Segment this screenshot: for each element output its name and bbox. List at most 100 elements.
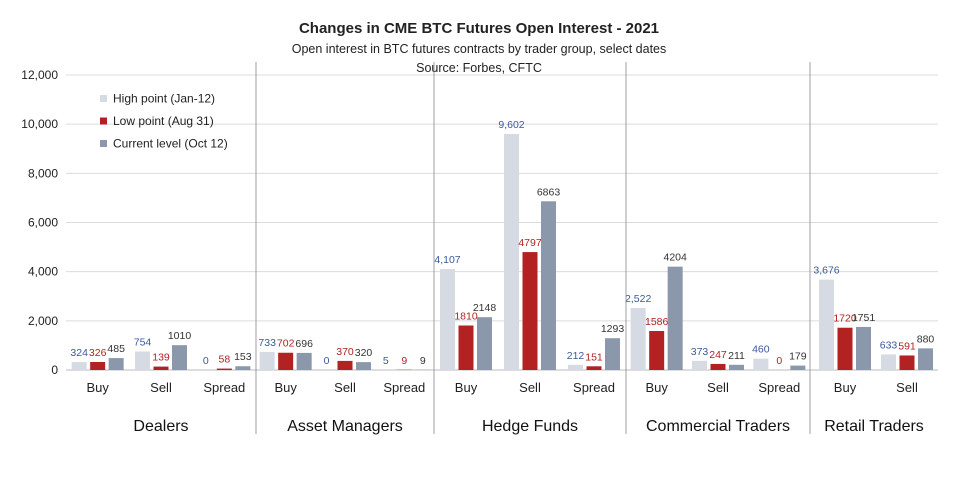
legend-swatch-high [100, 95, 107, 102]
y-tick-label: 10,000 [21, 117, 58, 131]
data-label-high: 460 [752, 344, 770, 356]
bar-low [899, 355, 915, 370]
data-label-low: 4797 [518, 237, 542, 249]
y-tick-label: 4,000 [28, 265, 58, 279]
x-category-label: Buy [645, 380, 668, 395]
x-category-label: Sell [334, 380, 356, 395]
bar-low [337, 360, 353, 370]
bar-high [135, 351, 150, 370]
bar-current [296, 352, 312, 370]
data-label-current: 179 [789, 351, 807, 363]
bar-low [153, 366, 169, 370]
bar-low [458, 325, 474, 370]
bar-current [235, 366, 251, 370]
bar-high [71, 362, 87, 370]
x-category-label: Buy [274, 380, 297, 395]
data-label-low: 702 [277, 338, 295, 350]
data-label-high: 212 [567, 350, 585, 362]
chart-title: Changes in CME BTC Futures Open Interest… [298, 20, 660, 37]
data-label-high: 5 [383, 355, 389, 367]
data-label-high: 4,107 [434, 254, 460, 266]
data-label-high: 373 [691, 346, 709, 358]
x-category-label: Sell [707, 380, 729, 395]
data-label-low: 1810 [454, 311, 478, 323]
y-tick-label: 12,000 [21, 68, 58, 82]
x-category-label: Spread [383, 380, 425, 395]
data-label-high: 324 [70, 347, 88, 359]
data-label-high: 0 [324, 355, 330, 367]
bar-current [108, 358, 124, 370]
data-label-current: 1293 [601, 323, 625, 335]
chart-subtitle: Open interest in BTC futures contracts b… [291, 42, 667, 56]
legend-swatch-current [100, 140, 107, 147]
data-label-high: 733 [258, 337, 276, 349]
group-label: Hedge Funds [482, 418, 578, 435]
data-label-low: 247 [709, 349, 727, 361]
group-label: Commercial Traders [646, 418, 790, 435]
data-label-low: 58 [218, 354, 230, 366]
data-label-current: 320 [355, 347, 373, 359]
bar-current [356, 362, 371, 370]
bar-low [278, 352, 294, 370]
x-category-label: Spread [758, 380, 800, 395]
x-category-label: Sell [896, 380, 918, 395]
bar-current [729, 364, 744, 370]
data-label-high: 3,676 [813, 265, 839, 277]
data-label-low: 326 [89, 347, 107, 359]
x-category-label: Buy [834, 380, 857, 395]
bar-high [753, 358, 769, 370]
group-label: Dealers [133, 418, 188, 435]
bar-current [605, 338, 620, 370]
y-tick-label: 6,000 [28, 216, 58, 230]
bar-high [568, 364, 583, 370]
bar-high [504, 133, 519, 370]
bar-high [259, 351, 275, 370]
y-tick-label: 2,000 [28, 314, 58, 328]
x-category-label: Buy [86, 380, 109, 395]
data-label-low: 0 [776, 355, 782, 367]
data-label-high: 9,602 [498, 119, 524, 131]
bar-low [837, 327, 853, 370]
data-label-current: 9 [420, 355, 426, 367]
data-label-low: 9 [401, 355, 407, 367]
bar-low [586, 366, 602, 370]
bar-current [667, 266, 683, 370]
bar-high [819, 279, 834, 370]
y-tick-label: 8,000 [28, 166, 58, 180]
data-label-current: 211 [728, 350, 745, 362]
bar-high [440, 269, 455, 370]
chart-source: Source: Forbes, CFTC [416, 61, 542, 75]
bar-current [790, 365, 806, 370]
data-label-high: 754 [134, 336, 152, 348]
bar-current [477, 317, 492, 370]
x-category-label: Spread [203, 380, 245, 395]
bar-high [630, 308, 646, 370]
x-category-label: Buy [455, 380, 478, 395]
legend-label-high: High point (Jan-12) [113, 92, 215, 106]
legend-swatch-low [100, 117, 107, 125]
group-label: Retail Traders [824, 418, 924, 435]
group-label: Asset Managers [287, 418, 403, 435]
data-label-low: 151 [585, 351, 603, 363]
x-category-label: Spread [573, 380, 615, 395]
bar-low [710, 363, 726, 370]
data-label-current: 485 [107, 343, 125, 355]
bar-current [541, 201, 556, 370]
data-label-current: 2148 [473, 302, 497, 314]
y-tick-label: 0 [51, 363, 58, 377]
legend-label-current: Current level (Oct 12) [113, 137, 228, 151]
x-category-label: Sell [150, 380, 172, 395]
bar-high [881, 354, 896, 370]
data-label-current: 696 [295, 338, 313, 350]
data-label-low: 1720 [833, 313, 857, 325]
data-label-current: 1751 [852, 312, 876, 324]
data-label-low: 591 [898, 340, 916, 352]
bar-high [692, 360, 707, 370]
bar-low [216, 368, 232, 370]
bar-low [522, 252, 538, 370]
data-label-high: 2,522 [625, 293, 651, 305]
bar-low [90, 361, 106, 370]
bar-current [172, 345, 187, 370]
bar-current [856, 326, 871, 370]
